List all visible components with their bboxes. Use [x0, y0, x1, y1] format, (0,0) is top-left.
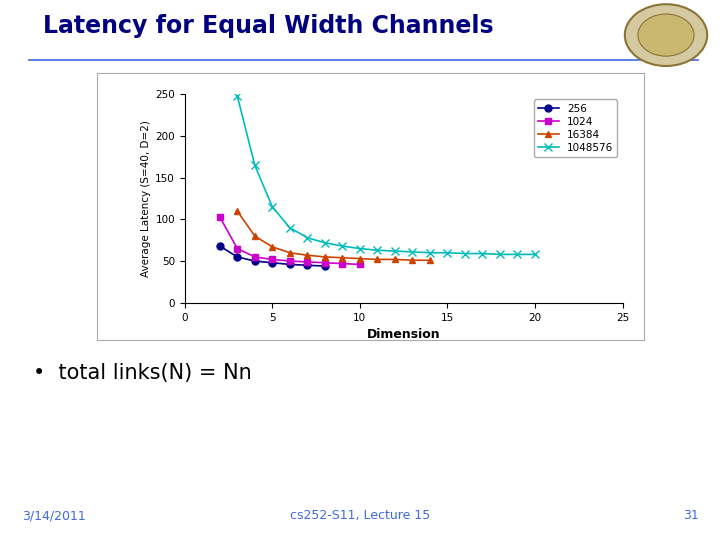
16384	[408, 257, 417, 264]
256	[233, 254, 242, 260]
16384	[251, 233, 259, 239]
256	[303, 262, 312, 268]
16384	[373, 256, 382, 262]
1024	[286, 258, 294, 264]
Line: 1048576: 1048576	[233, 92, 539, 259]
Line: 256: 256	[216, 242, 328, 269]
256	[268, 260, 276, 266]
Text: •  total links(N) = Nn: • total links(N) = Nn	[33, 362, 251, 383]
Y-axis label: Average Latency (S=40, D=2): Average Latency (S=40, D=2)	[141, 120, 151, 277]
1024	[303, 259, 312, 265]
1048576	[531, 251, 539, 258]
256	[286, 261, 294, 268]
16384	[286, 249, 294, 256]
1048576	[513, 251, 522, 258]
1024	[215, 214, 224, 220]
256	[215, 243, 224, 249]
Legend: 256, 1024, 16384, 1048576: 256, 1024, 16384, 1048576	[534, 99, 617, 157]
1024	[251, 254, 259, 260]
Text: Latency for Equal Width Channels: Latency for Equal Width Channels	[43, 14, 494, 38]
16384	[268, 244, 276, 250]
1048576	[251, 162, 259, 168]
1048576	[268, 204, 276, 210]
16384	[320, 254, 329, 260]
1048576	[303, 234, 312, 241]
16384	[303, 252, 312, 259]
16384	[233, 208, 242, 214]
1048576	[356, 245, 364, 252]
1024	[320, 260, 329, 266]
Line: 16384: 16384	[234, 207, 433, 264]
1024	[356, 261, 364, 268]
X-axis label: Dimension: Dimension	[366, 328, 441, 341]
Text: 3/14/2011: 3/14/2011	[22, 509, 86, 522]
1048576	[495, 251, 504, 258]
1048576	[390, 248, 399, 254]
1048576	[478, 251, 487, 257]
16384	[356, 255, 364, 262]
16384	[426, 257, 434, 264]
Circle shape	[625, 4, 707, 66]
16384	[390, 256, 399, 262]
Text: 31: 31	[683, 509, 698, 522]
Text: cs252-S11, Lecture 15: cs252-S11, Lecture 15	[290, 509, 430, 522]
1048576	[408, 248, 417, 255]
16384	[338, 254, 346, 261]
1048576	[373, 247, 382, 253]
1024	[233, 245, 242, 252]
1024	[338, 260, 346, 267]
1048576	[461, 251, 469, 257]
1048576	[320, 240, 329, 246]
1024	[268, 256, 276, 262]
256	[251, 258, 259, 264]
1048576	[286, 225, 294, 231]
1048576	[443, 249, 451, 256]
256	[320, 263, 329, 269]
1048576	[338, 243, 346, 249]
Circle shape	[638, 14, 694, 56]
1048576	[426, 249, 434, 256]
1048576	[233, 93, 242, 99]
Line: 1024: 1024	[216, 213, 364, 268]
